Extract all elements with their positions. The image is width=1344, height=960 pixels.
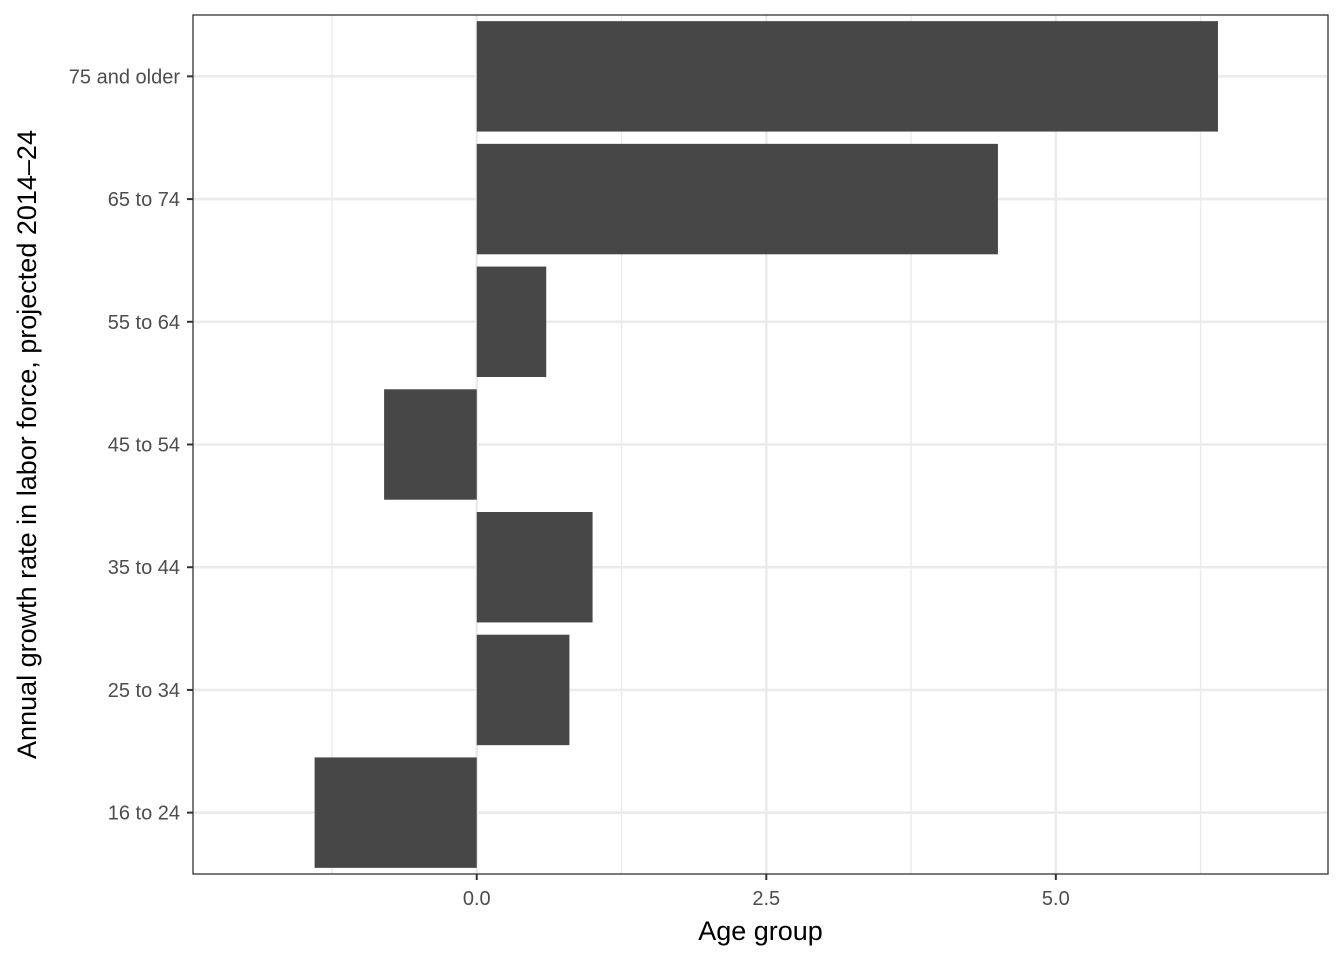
y-tick-label: 25 to 34 — [108, 680, 180, 702]
bar-16-to-24 — [314, 757, 477, 868]
bar-35-to-44 — [476, 511, 593, 623]
y-axis-title: Annual growth rate in labor force, proje… — [12, 130, 42, 759]
y-tick-label: 55 to 64 — [108, 312, 180, 334]
bar-65-to-74 — [476, 143, 998, 255]
x-axis: 0.0 2.5 5.0 — [463, 874, 1070, 910]
y-tick-label: 45 to 54 — [108, 435, 180, 457]
y-tick-label: 65 to 74 — [108, 189, 180, 211]
bar-25-to-34 — [476, 634, 570, 746]
bars — [314, 21, 1218, 868]
y-axis: 16 to 24 25 to 34 35 to 44 45 to 54 55 to 64… — [69, 66, 193, 825]
x-tick-label: 5.0 — [1042, 888, 1070, 910]
bar-55-to-64 — [476, 266, 547, 378]
bar-75-and-older — [476, 21, 1218, 132]
x-axis-title: Age group — [698, 916, 823, 946]
x-tick-label: 0.0 — [463, 888, 491, 910]
x-tick-label: 2.5 — [752, 888, 780, 910]
y-tick-label: 16 to 24 — [108, 803, 180, 825]
bar-45-to-54 — [384, 389, 477, 500]
y-tick-label: 35 to 44 — [108, 557, 180, 579]
y-tick-label: 75 and older — [69, 66, 181, 88]
